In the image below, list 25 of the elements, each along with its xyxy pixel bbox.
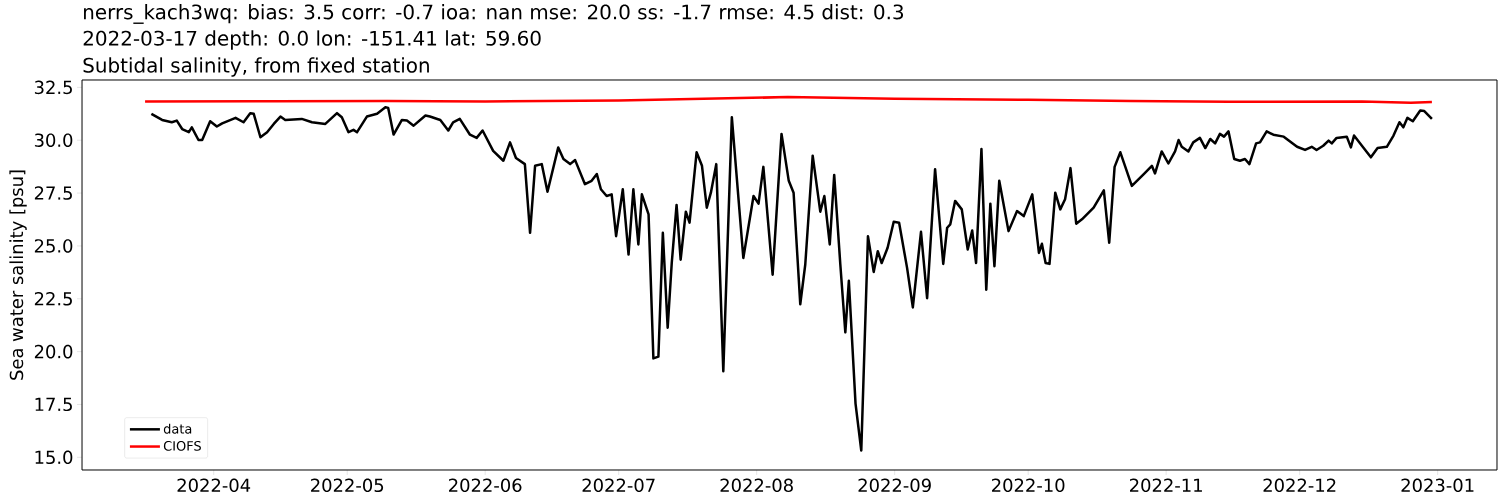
y-tick-label: 22.5 <box>34 291 72 306</box>
x-tick-label: 2022-12 <box>1263 478 1336 493</box>
x-tick-label: 2022-06 <box>449 478 522 493</box>
x-tick-label: 2022-09 <box>858 478 931 493</box>
y-tick-label: 17.5 <box>35 397 72 412</box>
y-tick-label: 20.0 <box>34 344 73 359</box>
chart-subtitle: 2022-03-17 depth: 0.0 lon: -151.41 lat: 59.60 <box>83 30 541 50</box>
y-tick-label: 15.0 <box>35 450 73 465</box>
text: Subtidal salinity, from fixed station <box>83 57 429 77</box>
x-tick-label: 2022-04 <box>177 478 251 493</box>
x-tick-label: 2022-11 <box>1130 478 1202 493</box>
y-tick-label: 30.0 <box>34 133 73 148</box>
x-tick-label: 2023-01 <box>1401 478 1474 493</box>
x-tick-label: 2022-07 <box>582 478 655 493</box>
x-tick-label: 2022-10 <box>992 478 1065 493</box>
legend-label: data <box>163 423 192 434</box>
line-series <box>150 106 1434 452</box>
chart-title: nerrs_kach3wq: bias: 3.5 corr: -0.7 ioa: nan mse: 20.0 ss: -1.7 rmse: 4.5 dist: 0.3 <box>84 4 904 24</box>
y-tick-label: 32.5 <box>34 80 72 95</box>
y-tick-label: 25.0 <box>34 239 73 253</box>
x-tick-label: 2022-05 <box>311 478 384 493</box>
x-tick-label: 2022-08 <box>720 478 793 493</box>
y-tick-label: 27.5 <box>34 186 72 200</box>
y-axis-title: Sea water salinity [psu] <box>9 170 27 380</box>
legend-label: CIOFS <box>163 440 201 451</box>
